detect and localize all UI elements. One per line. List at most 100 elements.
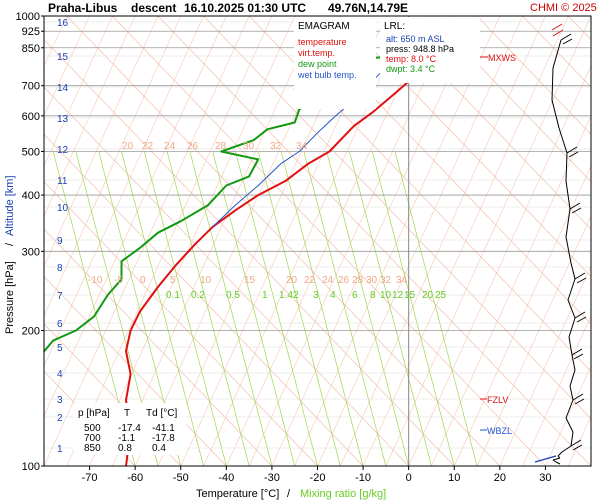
chart-mode: descent [131, 1, 176, 15]
table-cell: -17.4 [118, 423, 141, 434]
lrl-title: LRL: [384, 21, 405, 32]
legend-wet-bulb: wet bulb temp. [297, 70, 357, 80]
x-tick-label: 30 [539, 472, 551, 484]
altitude-km-label: 5 [57, 343, 63, 354]
y-tick-label: 700 [22, 81, 40, 93]
isotherm-label: 34 [296, 141, 308, 152]
isotherm-label: 34 [396, 275, 408, 286]
mixing-ratio-label: 2 [293, 290, 299, 301]
legend-temperature: temperature [298, 37, 347, 47]
altitude-km-label: 13 [57, 114, 69, 125]
altitude-km-label: 8 [57, 263, 63, 274]
mixing-ratio-label: 15 [404, 290, 416, 301]
y-tick-label: 300 [22, 246, 40, 258]
x-tick-label: 20 [494, 472, 506, 484]
isotherm-label: 15 [244, 275, 256, 286]
y-tick-label: 100 [22, 461, 40, 473]
chart-datetime: 16.10.2025 01:30 UTC [184, 1, 306, 15]
table-cell: 850 [84, 443, 101, 454]
isotherm-label: 30 [366, 275, 378, 286]
table-cell: -17.8 [152, 433, 175, 444]
level-fzlv: FZLV [487, 395, 508, 405]
table-cell: -1.1 [118, 433, 136, 444]
isotherm-label: 26 [338, 275, 350, 286]
lrl-box [380, 17, 480, 83]
mixing-ratio-label: 3 [313, 290, 319, 301]
mixing-ratio-label: 10 [380, 290, 392, 301]
altitude-km-label: 1 [57, 444, 63, 455]
altitude-km-label: 15 [57, 52, 69, 63]
altitude-km-label: 4 [57, 369, 63, 380]
x-tick-label: -50 [173, 472, 189, 484]
isotherm-label: -5 [114, 275, 123, 286]
mixing-ratio-label: 1.4 [279, 290, 293, 301]
isotherm-label: 10 [200, 275, 212, 286]
y-axis-label-altitude: Altitude [km] [4, 175, 16, 236]
mixing-ratio-label: 12 [392, 290, 404, 301]
altitude-km-label: 10 [57, 203, 69, 214]
mixing-ratio-label: 1 [262, 290, 268, 301]
legend-box [294, 17, 376, 109]
isotherm-label: 24 [164, 141, 176, 152]
x-axis-label-mixing: Mixing ratio [g/kg] [300, 488, 386, 500]
altitude-km-label: 7 [57, 291, 63, 302]
y-axis-label: Pressure [hPa] [4, 261, 16, 334]
table-header-p: p [hPa] [78, 408, 110, 419]
chart-coords: 49.76N,14.79E [328, 1, 408, 15]
table-cell: 500 [84, 423, 101, 434]
x-tick-label: -20 [310, 472, 326, 484]
altitude-km-label: 6 [57, 319, 63, 330]
copyright: CHMI © 2025 [530, 2, 597, 14]
altitude-km-label: 2 [57, 413, 63, 424]
x-tick-label: -10 [355, 472, 371, 484]
isotherm-label: 28 [215, 141, 227, 152]
isotherm-label: 22 [142, 141, 154, 152]
isotherm-label: 32 [270, 141, 282, 152]
isotherm-label: 32 [380, 275, 392, 286]
y-tick-label: 400 [22, 190, 40, 202]
x-tick-label: 10 [448, 472, 460, 484]
x-tick-label: -30 [264, 472, 280, 484]
y-tick-label: 850 [22, 43, 40, 55]
table-cell: -41.1 [152, 423, 175, 434]
isotherm-label: 20 [122, 141, 134, 152]
x-tick-label: 0 [406, 472, 412, 484]
lrl-dwpt: dwpt: 3.4 °C [386, 64, 436, 74]
x-tick-label: -60 [127, 472, 143, 484]
wind-barbs [534, 23, 587, 465]
x-axis-label: Temperature [°C] [196, 488, 279, 500]
mixing-ratio-label: 0.1 [166, 290, 180, 301]
isotherm-label: 20 [286, 275, 298, 286]
isotherm-label: 24 [322, 275, 334, 286]
altitude-km-label: 16 [57, 18, 69, 29]
level-wbzl: WBZL [487, 426, 512, 436]
mixing-ratio-label: 6 [352, 290, 358, 301]
y-tick-label: 1000 [16, 11, 40, 23]
table-header-td: Td [°C] [146, 408, 177, 419]
altitude-km-label: 14 [57, 83, 69, 94]
table-cell: 0.8 [118, 443, 132, 454]
altitude-km-label: 11 [57, 176, 68, 187]
legend-virt-temp: virt.temp. [298, 48, 335, 58]
y-tick-label: 925 [22, 26, 40, 38]
isotherm-label: 28 [352, 275, 364, 286]
table-header-t: T [124, 408, 130, 419]
chart-title: Praha-Libus [48, 1, 118, 15]
isotherm-label: 22 [304, 275, 316, 286]
mixing-ratio-label: 0.2 [191, 290, 205, 301]
isotherm-label: 30 [243, 141, 255, 152]
y-tick-label: 200 [22, 326, 40, 338]
isotherm-label: -10 [88, 275, 103, 286]
altitude-km-label: 12 [57, 145, 69, 156]
lrl-temp: temp: 8.0 °C [386, 54, 437, 64]
x-tick-label: -40 [218, 472, 234, 484]
isotherm-label: 5 [170, 275, 176, 286]
mixing-ratio-label: 4 [330, 290, 336, 301]
y-axis-sep: / [4, 242, 16, 246]
isotherm-label: 26 [187, 141, 199, 152]
mixing-ratio-label: 0.5 [226, 290, 240, 301]
legend-title: EMAGRAM [298, 21, 350, 32]
altitude-km-label: 3 [57, 395, 63, 406]
mixing-ratio-label: 25 [435, 290, 447, 301]
